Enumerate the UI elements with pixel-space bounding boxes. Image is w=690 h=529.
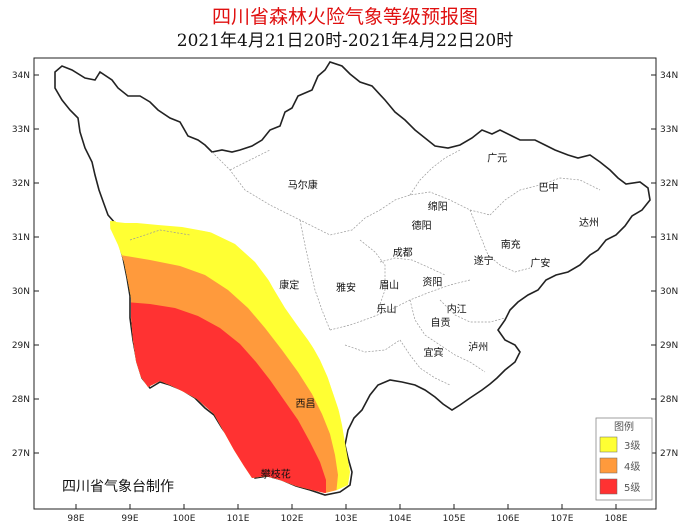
legend-swatch-level4 xyxy=(599,457,618,474)
city-label: 泸州 xyxy=(468,341,488,353)
city-label: 眉山 xyxy=(379,279,399,291)
lon-tick-label: 102E xyxy=(281,514,304,524)
lat-tick-label: 32N xyxy=(660,179,678,189)
lat-tick-label: 31N xyxy=(660,233,678,243)
legend: 图例 3级 4级 5级 xyxy=(595,417,653,501)
lon-tick-label: 104E xyxy=(389,514,412,524)
city-label: 资阳 xyxy=(422,277,442,289)
map-title: 四川省森林火险气象等级预报图 xyxy=(211,6,478,28)
lon-tick-label: 100E xyxy=(173,514,196,524)
legend-title: 图例 xyxy=(614,420,634,433)
lat-tick-label: 27N xyxy=(660,449,678,459)
map-subtitle: 2021年4月21日20时-2021年4月22日20时 xyxy=(176,31,514,51)
city-label: 巴中 xyxy=(539,181,559,194)
city-label: 马尔康 xyxy=(288,178,318,191)
city-label: 内江 xyxy=(447,303,467,316)
city-label: 德阳 xyxy=(412,219,432,232)
legend-label-level4: 4级 xyxy=(624,461,640,473)
lat-tick-labels-right: 34N 33N 32N 31N 30N 29N 28N 27N xyxy=(660,71,678,459)
lat-tick-label: 27N xyxy=(12,449,30,459)
legend-swatch-level5 xyxy=(599,478,618,495)
lon-ticks-bottom xyxy=(75,504,617,509)
lon-tick-label: 105E xyxy=(443,514,466,524)
lat-tick-label: 30N xyxy=(12,287,30,297)
lon-tick-label: 108E xyxy=(605,514,628,524)
lon-tick-label: 103E xyxy=(335,514,358,524)
lat-tick-label: 32N xyxy=(12,179,30,189)
lat-tick-label: 33N xyxy=(12,125,30,135)
city-label: 南充 xyxy=(501,238,521,251)
sichuan-province-outline xyxy=(54,61,651,496)
city-label: 广安 xyxy=(530,257,550,270)
lat-tick-label: 31N xyxy=(12,233,30,243)
legend-label-level5: 5级 xyxy=(624,482,640,494)
city-label: 达州 xyxy=(579,217,599,229)
city-label: 成都 xyxy=(393,247,413,259)
lon-tick-labels: 98E 99E 100E 101E 102E 103E 104E 105E 10… xyxy=(67,514,627,524)
city-label: 雅安 xyxy=(336,281,356,294)
city-label: 攀枝花 xyxy=(261,467,291,480)
city-label: 乐山 xyxy=(377,304,397,316)
city-label: 西昌 xyxy=(296,398,316,410)
issuer-label: 四川省气象台制作 xyxy=(62,479,174,495)
lon-tick-label: 98E xyxy=(67,514,84,524)
lon-tick-label: 106E xyxy=(497,514,520,524)
lat-tick-label: 34N xyxy=(12,71,30,81)
lat-tick-label: 28N xyxy=(12,395,30,405)
lon-tick-label: 107E xyxy=(551,514,574,524)
lat-tick-label: 34N xyxy=(660,71,678,81)
city-label: 康定 xyxy=(279,278,299,291)
lon-tick-label: 101E xyxy=(227,514,250,524)
lat-tick-label: 33N xyxy=(660,125,678,135)
city-label: 宜宾 xyxy=(424,346,444,359)
legend-swatch-level3 xyxy=(599,436,618,453)
lat-ticks xyxy=(34,74,656,454)
lat-tick-labels-left: 34N 33N 32N 31N 30N 29N 28N 27N xyxy=(12,71,30,459)
lat-tick-label: 29N xyxy=(660,341,678,351)
legend-label-level3: 3级 xyxy=(624,440,640,452)
city-label: 绵阳 xyxy=(428,200,448,213)
city-boundaries xyxy=(129,149,601,386)
lat-tick-label: 28N xyxy=(660,395,678,405)
lat-tick-label: 29N xyxy=(12,341,30,351)
city-label: 自贡 xyxy=(431,316,451,329)
city-label: 遂宁 xyxy=(474,254,494,267)
lat-tick-label: 30N xyxy=(660,287,678,297)
city-label: 广元 xyxy=(487,152,507,164)
lon-tick-label: 99E xyxy=(121,514,138,524)
